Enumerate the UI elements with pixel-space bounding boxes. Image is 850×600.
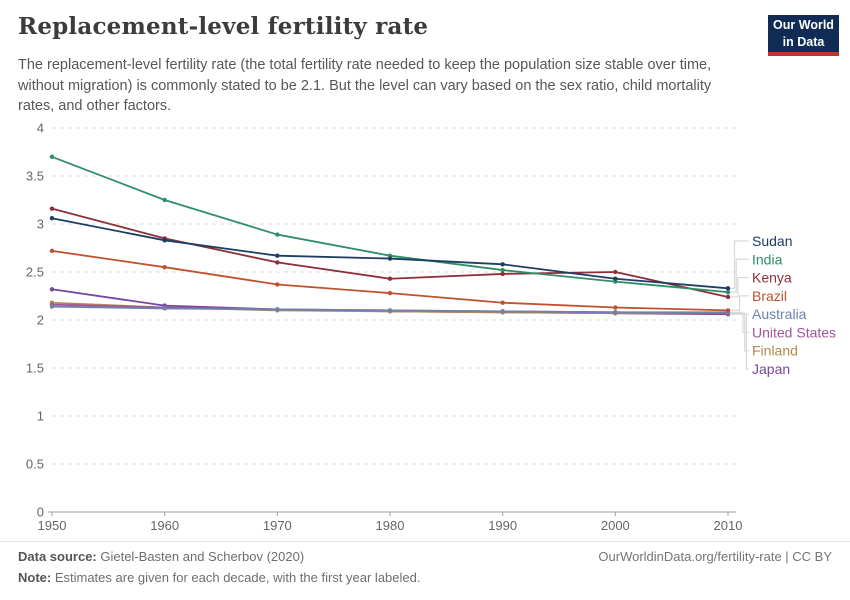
point-brazil-1980 xyxy=(387,290,393,296)
series-label-japan[interactable]: Japan xyxy=(752,361,790,377)
point-india-1950 xyxy=(49,154,55,159)
point-australia-1990 xyxy=(500,309,505,314)
gridlines xyxy=(52,127,736,465)
point-india-2010 xyxy=(725,289,731,295)
point-india-1990 xyxy=(500,267,505,273)
legend-connector-sudan xyxy=(730,240,749,289)
x-axis-tick-label: 1970 xyxy=(263,518,292,533)
legend-connector-japan xyxy=(730,313,749,370)
point-sudan-1950 xyxy=(49,216,55,221)
legend-connector-india xyxy=(730,258,749,293)
y-axis-labels: 0 0.5 1 1.5 2 2.5 3 3.5 4 xyxy=(26,121,44,520)
data-source-value: Gietel-Basten and Scherbov (2020) xyxy=(96,549,305,564)
legend-connector-kenya xyxy=(730,276,749,298)
footer-divider xyxy=(0,541,850,542)
x-axis: 1950 1960 1970 1980 1990 2000 2010 xyxy=(38,511,743,533)
point-kenya-2010 xyxy=(725,294,731,300)
point-sudan-2000 xyxy=(613,276,618,281)
note-label: Note: xyxy=(18,570,52,585)
x-axis-tick-label: 1990 xyxy=(488,518,517,533)
series-lines xyxy=(49,154,731,317)
chart-subtitle: The replacement-level fertility rate (th… xyxy=(18,57,712,115)
y-axis-tick-label: 3 xyxy=(37,217,44,232)
point-brazil-1960 xyxy=(162,265,167,270)
point-japan-1950 xyxy=(49,287,55,292)
point-australia-1980 xyxy=(387,308,393,313)
point-kenya-1970 xyxy=(275,260,280,265)
point-australia-2000 xyxy=(613,310,618,315)
point-kenya-2000 xyxy=(613,269,618,275)
y-axis-tick-label: 0.5 xyxy=(26,457,44,472)
x-axis-tick-label: 2010 xyxy=(714,518,743,533)
y-axis-tick-label: 3.5 xyxy=(26,169,44,184)
series-labels: Sudan India Kenya Brazil Australia United Sta… xyxy=(752,233,836,377)
point-kenya-1950 xyxy=(49,206,55,211)
point-brazil-1990 xyxy=(500,300,505,305)
point-kenya-1990 xyxy=(500,271,505,277)
legend-connector-brazil xyxy=(730,295,749,311)
owid-logo[interactable]: Our World in Data xyxy=(768,15,839,56)
owid-logo-line1: Our World xyxy=(773,18,834,33)
data-source-label: Data source: xyxy=(18,549,97,564)
page-title: Replacement-level fertility rate xyxy=(18,13,429,40)
note-text: Note: Estimates are given for each decad… xyxy=(18,570,420,585)
point-sudan-1960 xyxy=(162,238,167,243)
point-india-1970 xyxy=(275,232,280,237)
point-australia-1970 xyxy=(275,307,280,312)
point-sudan-1980 xyxy=(387,256,393,261)
y-axis-tick-label: 2 xyxy=(37,313,44,328)
point-australia-1950 xyxy=(49,304,55,309)
point-brazil-1950 xyxy=(49,248,55,254)
series-label-brazil[interactable]: Brazil xyxy=(752,288,787,304)
x-axis-tick-label: 2000 xyxy=(601,518,630,533)
x-axis-tick-label: 1960 xyxy=(150,518,179,533)
y-axis-tick-label: 4 xyxy=(37,121,44,136)
series-label-united-states[interactable]: United States xyxy=(752,324,836,340)
legend-connectors xyxy=(730,240,749,370)
series-label-finland[interactable]: Finland xyxy=(752,343,798,359)
point-brazil-2010 xyxy=(725,308,731,313)
x-axis-tick-label: 1950 xyxy=(38,518,67,533)
y-axis-tick-label: 1.5 xyxy=(26,361,44,376)
point-brazil-1970 xyxy=(275,282,280,287)
point-kenya-1980 xyxy=(387,276,393,281)
owid-license-link[interactable]: OurWorldinData.org/fertility-rate | CC B… xyxy=(598,549,832,564)
x-axis-tick-label: 1980 xyxy=(376,518,405,533)
note-value: Estimates are given for each decade, wit… xyxy=(51,570,421,585)
point-brazil-2000 xyxy=(613,305,618,310)
point-sudan-2010 xyxy=(725,286,731,291)
owid-logo-line2: in Data xyxy=(782,34,825,49)
y-axis-tick-label: 0 xyxy=(37,505,44,520)
series-label-kenya[interactable]: Kenya xyxy=(752,270,792,286)
series-label-australia[interactable]: Australia xyxy=(752,306,807,322)
series-label-sudan[interactable]: Sudan xyxy=(752,233,792,249)
point-sudan-1970 xyxy=(275,253,280,258)
series-label-india[interactable]: India xyxy=(752,251,783,267)
point-india-1960 xyxy=(162,197,167,203)
data-source-text: Data source: Gietel-Basten and Scherbov … xyxy=(18,549,304,564)
y-axis-tick-label: 1 xyxy=(37,409,44,424)
point-australia-1960 xyxy=(162,306,167,311)
point-sudan-1990 xyxy=(500,262,505,267)
y-axis-tick-label: 2.5 xyxy=(26,265,44,280)
line-kenya[interactable] xyxy=(51,207,729,298)
